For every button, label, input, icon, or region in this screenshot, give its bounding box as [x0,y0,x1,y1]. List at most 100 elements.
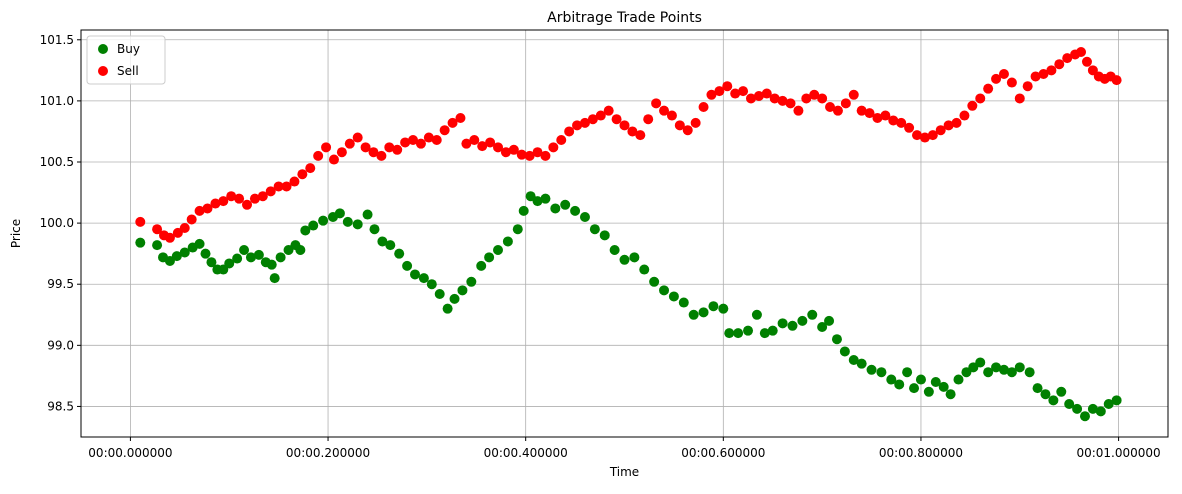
sell-point [368,147,379,158]
buy-point [975,357,986,368]
sell-point [1062,53,1073,64]
sell-point [352,132,363,143]
buy-point [923,386,934,397]
buy-point [570,205,581,216]
buy-point [839,346,850,357]
buy-point [266,259,277,270]
buy-point [318,215,329,226]
sell-point [1030,71,1041,82]
sell-point [643,114,654,125]
buy-point [457,285,468,296]
sell-point [455,113,466,123]
buy-point [1040,389,1051,400]
sell-point [135,216,146,227]
buy-point [909,383,920,394]
sell-point [682,125,693,136]
sell-point [202,203,213,214]
buy-point [352,219,363,230]
sell-point [745,93,756,104]
buy-point [807,309,818,320]
legend-marker-sell [98,66,108,76]
sell-point [439,125,450,136]
sell-point [912,130,923,141]
sell-point [461,138,472,149]
sell-point [376,150,387,161]
sell-point [210,198,221,209]
y-tick-label: 100.0 [40,216,74,230]
sell-point [919,132,930,143]
buy-point [930,377,941,387]
buy-point [449,293,460,304]
buy-point [991,362,1002,373]
sell-point [564,126,575,137]
buy-point [698,307,709,318]
buy-point [164,256,175,266]
buy-point [767,325,778,336]
ticks-layer: 00:00.000000 00:00.200000 00:00.400000 00:0… [40,33,1161,460]
sell-point [152,224,163,235]
buy-point [410,269,421,280]
buy-point [886,374,897,385]
buy-point [269,273,280,284]
buy-point [777,318,788,329]
x-axis-label: Time [609,465,639,479]
buy-point [152,240,163,251]
sell-point [840,98,851,109]
buy-point [659,285,670,296]
buy-point [402,260,413,271]
sell-point [336,147,347,158]
legend-marker-buy [98,44,108,54]
sell-point [998,69,1009,79]
buy-point [179,247,190,258]
buy-point [194,238,205,249]
sell-point [516,149,527,160]
buy-point [502,236,513,247]
sell-point [959,110,970,121]
buy-point [751,309,762,320]
sell-point [785,98,796,109]
sell-point [556,135,567,145]
sell-point [548,142,559,153]
buy-point [866,364,877,375]
sell-point [540,150,551,161]
buy-point [300,225,311,236]
sell-point [817,93,828,104]
buy-point [283,245,294,255]
x-tick-label: 00:00.000000 [88,446,172,460]
sell-point [313,150,324,161]
sell-point [1046,65,1057,76]
buy-point [724,328,735,339]
buy-point [466,276,477,287]
buy-point [342,216,353,227]
sell-point [809,89,820,100]
buy-point [224,258,235,269]
y-tick-label: 101.5 [40,33,74,47]
buy-point [708,301,719,312]
sell-point [579,117,590,128]
buy-point [308,220,319,231]
sell-point [856,105,867,116]
sell-point [595,110,606,121]
sell-point [524,150,535,161]
buy-point [442,303,453,314]
buy-point [275,252,286,263]
buy-point [560,199,571,210]
sell-point [753,91,764,101]
buy-point [718,303,729,314]
sell-point [983,83,994,94]
sell-point [848,89,859,100]
buy-point [518,205,529,216]
buy-point [759,328,770,339]
buy-point [1095,406,1106,417]
y-tick-label: 98.5 [47,399,74,413]
buy-point [733,328,744,339]
buy-point [206,257,217,268]
buy-point [953,374,964,385]
sell-point [242,199,253,210]
buy-point [484,252,495,263]
sell-point [415,138,426,149]
buy-point [787,320,798,331]
buy-point [797,315,808,326]
buy-point [678,297,689,308]
